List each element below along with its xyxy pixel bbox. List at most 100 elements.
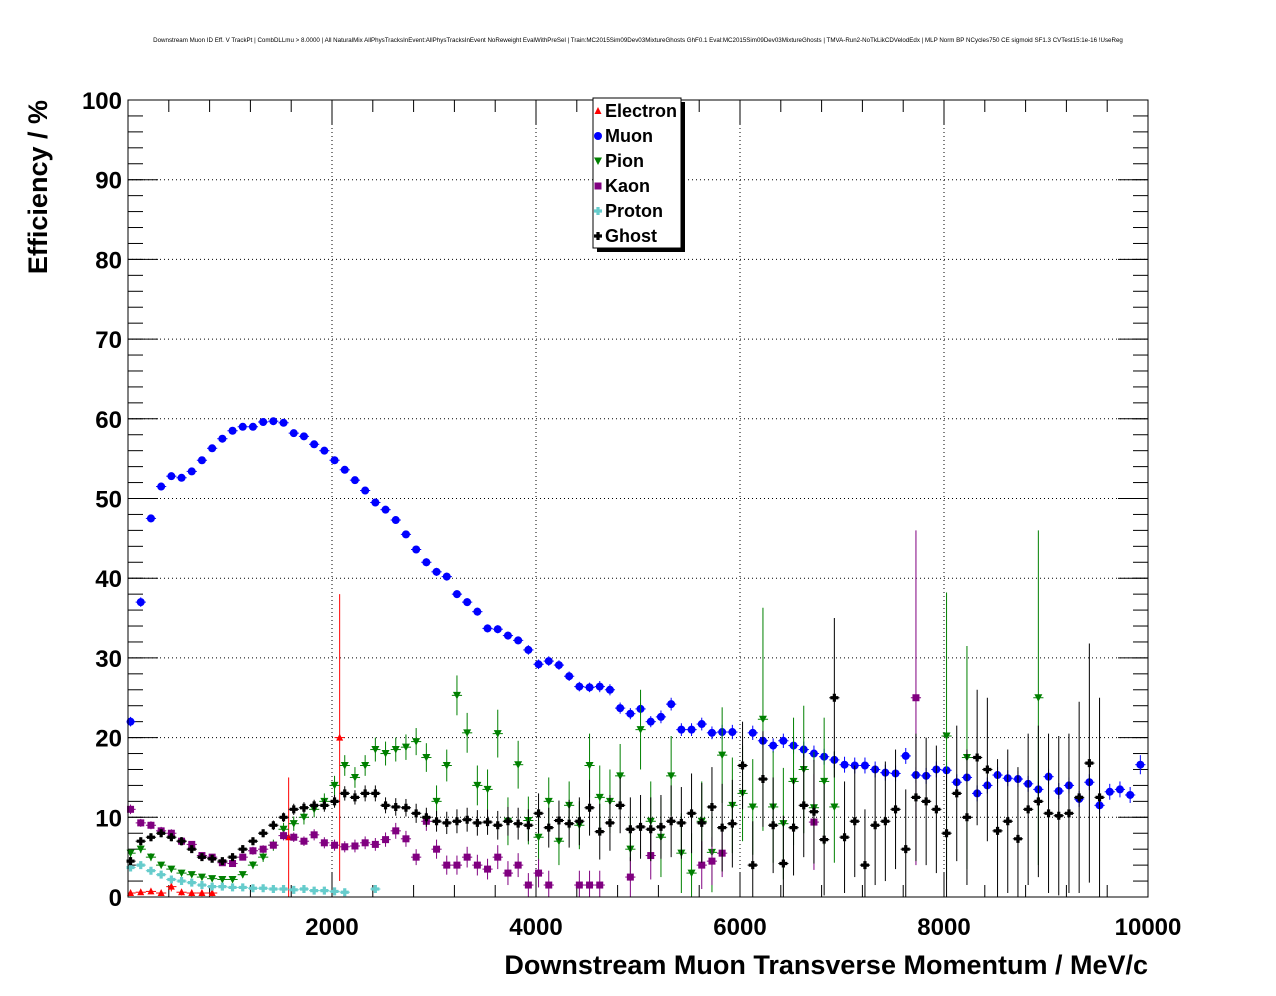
data-point [820,835,829,844]
data-point [208,882,217,891]
data-point [718,823,727,832]
x-tick-label: 4000 [509,914,562,941]
data-point [350,773,359,782]
data-point [483,624,492,633]
data-point [922,797,931,806]
data-point [1075,793,1084,802]
data-point [391,746,400,754]
data-point [769,821,778,830]
data-point [840,833,849,842]
data-point [463,815,472,824]
data-point [188,889,196,897]
data-point [167,882,175,890]
data-point [259,884,268,893]
y-tick-label: 70 [95,327,122,354]
data-point [1054,811,1063,820]
data-point [310,831,318,839]
data-point [157,889,165,897]
data-point [208,444,217,453]
data-point [432,567,441,576]
data-point [371,840,379,848]
data-point [157,482,166,491]
data-point [146,833,155,842]
data-point [535,869,543,877]
data-point [891,805,900,814]
series-muon [126,417,1146,814]
data-point [136,845,145,854]
data-point [432,817,441,826]
data-point [1115,785,1124,794]
data-point [391,802,400,811]
data-point [901,751,910,760]
data-point [534,833,543,842]
data-point [310,440,319,449]
data-point [514,861,522,869]
data-point [126,849,135,858]
data-point [656,822,665,831]
data-point [493,625,502,634]
data-point [585,683,594,692]
data-point [391,516,400,525]
data-point [452,590,461,599]
y-tick-label: 10 [95,805,122,832]
legend-label: Pion [605,151,644,171]
data-point [820,777,829,786]
data-point [493,821,502,830]
data-point [1085,759,1094,768]
data-point [299,432,308,441]
data-point [300,837,308,845]
data-point [524,881,532,889]
data-point [932,805,941,814]
data-point [585,803,594,812]
data-point [463,729,472,737]
data-point [228,875,237,884]
y-tick-label: 60 [95,407,122,434]
data-point [289,820,298,828]
data-point [197,456,206,465]
data-point [147,887,155,895]
legend-marker [594,132,602,140]
data-point [830,803,839,811]
data-point [146,866,155,875]
data-point [177,837,186,846]
data-point [340,465,349,474]
data-point [504,869,512,877]
data-point [187,845,196,854]
y-tick-label: 80 [95,247,122,274]
data-point [381,505,390,514]
data-point [524,821,533,830]
data-point [218,882,227,891]
data-point [871,821,880,830]
data-point [238,845,247,854]
data-point [188,840,196,848]
data-point [340,761,349,770]
data-point [544,797,553,806]
data-point [595,793,604,802]
data-point [758,775,767,784]
x-axis-title: Downstream Muon Transverse Momentum / Me… [504,950,1148,980]
data-point [218,434,227,443]
data-point [473,818,482,827]
data-point [259,853,268,862]
data-point [412,545,421,554]
data-point [127,805,135,813]
data-point [1044,809,1053,818]
data-point [351,842,359,850]
data-point [126,863,135,872]
legend-label: Ghost [605,226,657,246]
data-point [860,761,869,770]
data-point [187,871,196,879]
data-point [687,725,696,734]
data-point [860,861,869,870]
data-point [320,839,328,847]
data-point [616,801,625,810]
data-point [789,823,798,832]
data-point [422,558,431,567]
data-point [320,446,329,455]
data-point [381,750,390,758]
data-point [208,875,217,883]
data-point [167,875,176,884]
data-point [575,817,584,826]
data-point [177,869,186,878]
data-point [605,685,614,694]
